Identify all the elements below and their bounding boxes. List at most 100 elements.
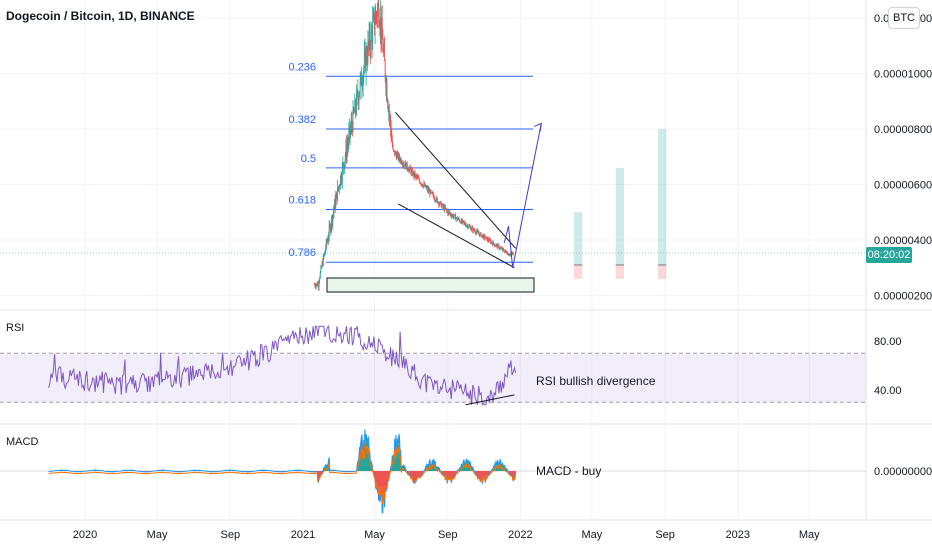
macd-bar	[419, 471, 421, 477]
candle-body	[471, 227, 473, 229]
macd-bar	[323, 468, 325, 471]
candle-body	[424, 183, 425, 187]
candle-body	[457, 219, 459, 221]
macd-bar	[487, 471, 489, 475]
candle-body	[466, 225, 468, 228]
candle-body	[389, 115, 391, 117]
macd-bar	[485, 471, 487, 476]
candle-body	[393, 150, 395, 152]
macd-bar	[415, 471, 417, 481]
macd-bar	[510, 471, 512, 475]
countdown-badge: 08:20:02	[866, 247, 912, 263]
price-tick-label: 0.00001000	[874, 69, 932, 81]
candle-body	[477, 230, 478, 232]
candle-body	[419, 183, 421, 185]
macd-bar	[478, 471, 480, 478]
candle-body	[388, 110, 390, 112]
candle-body	[499, 247, 501, 249]
candle-body	[443, 206, 444, 208]
candle-body	[355, 109, 357, 111]
time-tick-label: Sep	[438, 529, 458, 541]
candle-body	[452, 214, 453, 216]
candle-body	[464, 222, 465, 224]
candle-body	[403, 164, 405, 166]
candle-body	[433, 196, 435, 200]
candle-body	[411, 169, 413, 171]
candle-body	[442, 204, 444, 207]
macd-bar	[367, 441, 369, 471]
candle-body	[360, 72, 362, 80]
macd-bar	[318, 471, 320, 479]
macd-bar	[384, 471, 386, 504]
candle-body	[508, 254, 510, 256]
candle-body	[325, 240, 327, 249]
wedge-line	[394, 112, 517, 249]
candle-body	[441, 205, 443, 208]
candle-body	[434, 199, 436, 201]
candle-body	[405, 162, 406, 167]
macd-bar	[485, 471, 487, 479]
candle-body	[473, 228, 475, 231]
candle-body	[325, 248, 327, 252]
macd-bar	[362, 452, 364, 471]
candle-body	[468, 225, 469, 228]
candle-body	[318, 281, 320, 288]
candle-body	[321, 266, 322, 268]
candle-body	[458, 218, 459, 220]
candle-body	[399, 155, 400, 160]
macd-bar	[281, 471, 283, 472]
candle-body	[377, 7, 378, 18]
macd-bar	[357, 462, 359, 471]
macd-bar	[475, 471, 477, 474]
candle-body	[374, 23, 376, 30]
candle-body	[374, 12, 375, 30]
candle-body	[398, 155, 400, 160]
macd-line	[48, 429, 517, 514]
candle-body	[332, 211, 334, 215]
macd-bar	[513, 471, 515, 476]
macd-bar	[451, 471, 453, 480]
candle-body	[415, 174, 416, 177]
candle-body	[421, 183, 422, 185]
currency-badge[interactable]: BTC	[888, 7, 920, 29]
macd-bar	[509, 471, 511, 474]
candle-body	[498, 245, 500, 249]
macd-bar	[482, 471, 484, 476]
candle-body	[424, 184, 426, 187]
macd-bar	[508, 471, 510, 473]
macd-bar	[412, 471, 414, 482]
candle-body	[501, 248, 503, 250]
candle-body	[484, 238, 486, 240]
candle-body	[351, 122, 353, 126]
candle-body	[449, 213, 451, 215]
candle-body	[428, 190, 430, 192]
candle-body	[485, 236, 487, 239]
candle-body	[337, 186, 339, 189]
candle-body	[388, 110, 390, 116]
candle-body	[343, 162, 344, 166]
candle-body	[397, 153, 399, 155]
macd-bar	[511, 471, 513, 475]
macd-bar	[443, 471, 445, 475]
candle-body	[433, 193, 434, 197]
candle-body	[336, 192, 338, 201]
candle-body	[371, 31, 373, 43]
macd-bar	[445, 471, 447, 476]
macd-bar	[435, 467, 437, 471]
macd-bar	[147, 471, 149, 472]
candle-body	[408, 168, 410, 172]
macd-bar	[453, 471, 455, 478]
macd-bar	[378, 471, 380, 489]
candle-body	[418, 178, 420, 181]
candle-body	[332, 214, 334, 223]
macd-bar	[369, 461, 371, 471]
candle-body	[502, 248, 503, 250]
macd-bar	[416, 471, 418, 480]
candle-body	[511, 252, 513, 254]
target-profit	[657, 129, 667, 265]
candle-body	[475, 232, 477, 234]
candle-body	[414, 172, 416, 177]
candle-body	[512, 253, 514, 255]
candle-body	[481, 235, 483, 237]
time-tick-label: 2021	[291, 529, 315, 541]
